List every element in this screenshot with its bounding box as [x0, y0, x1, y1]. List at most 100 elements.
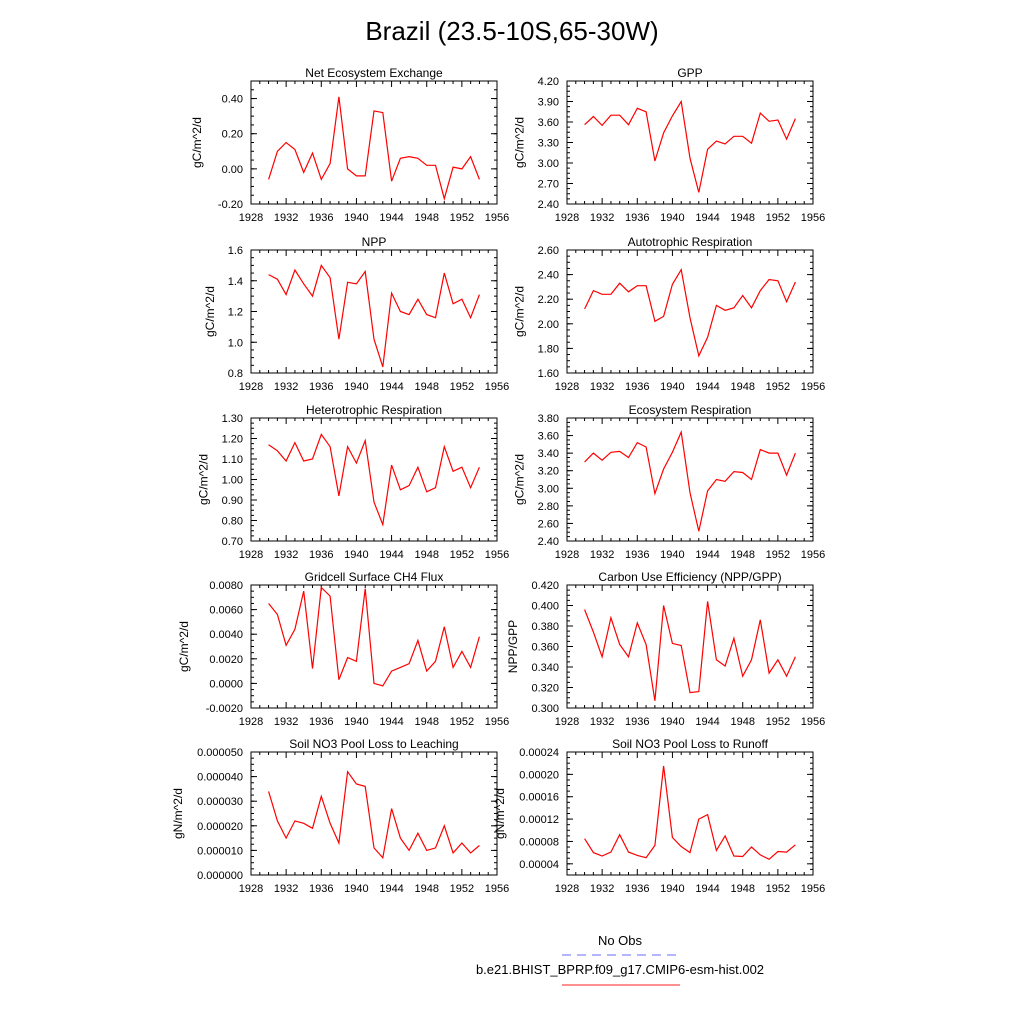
y-tick-label: 0.0040: [209, 629, 243, 641]
panel-title: Soil NO3 Pool Loss to Leaching: [289, 737, 458, 751]
y-tick-label: 1.4: [228, 276, 243, 288]
series-line: [584, 99, 796, 193]
x-tick-label: 1928: [555, 883, 579, 895]
x-tick-label: 1932: [590, 381, 614, 393]
x-tick-label: 1928: [239, 212, 263, 224]
x-tick-label: 1956: [485, 716, 509, 728]
series-line: [268, 264, 480, 368]
panel-title: Gridcell Surface CH4 Flux: [305, 570, 444, 584]
x-tick-label: 1928: [239, 549, 263, 561]
y-axis-label: gC/m^2/d: [203, 286, 217, 337]
y-tick-label: 1.6: [228, 245, 243, 257]
legend-label-obs: No Obs: [598, 933, 643, 948]
y-tick-label: 0.00020: [519, 769, 559, 781]
panel-8: Soil NO3 Pool Loss to Leaching 1928 1932 19…: [171, 737, 509, 895]
y-tick-label: 0.420: [531, 580, 559, 592]
x-tick-label: 1952: [766, 883, 790, 895]
y-tick-label: 0.00004: [519, 859, 559, 871]
x-tick-label: 1936: [309, 212, 333, 224]
x-tick-label: 1952: [450, 716, 474, 728]
x-tick-label: 1928: [555, 716, 579, 728]
y-tick-label: 2.80: [538, 501, 559, 513]
y-tick-label: 0.0080: [209, 580, 243, 592]
x-tick-label: 1948: [414, 549, 438, 561]
y-tick-label: 3.60: [538, 117, 559, 129]
y-tick-label: 0.40: [222, 94, 243, 106]
x-tick-label: 1940: [344, 716, 368, 728]
panel-title: Net Ecosystem Exchange: [305, 66, 443, 80]
y-tick-label: 0.0000: [209, 678, 243, 690]
y-tick-label: 0.0020: [209, 654, 243, 666]
x-tick-label: 1948: [730, 212, 754, 224]
y-tick-label: 0.400: [531, 601, 559, 613]
y-tick-label: 0.000040: [197, 772, 243, 784]
y-tick-label: 2.40: [538, 199, 559, 211]
y-tick-label: 0.20: [222, 129, 243, 141]
y-tick-label: 3.20: [538, 466, 559, 478]
y-tick-label: 3.30: [538, 138, 559, 150]
x-tick-label: 1932: [590, 212, 614, 224]
series-line: [584, 601, 796, 701]
x-tick-label: 1932: [274, 716, 298, 728]
x-tick-label: 1928: [239, 716, 263, 728]
x-tick-label: 1948: [730, 381, 754, 393]
legend-label-model: b.e21.BHIST_BPRP.f09_g17.CMIP6-esm-hist.…: [476, 962, 764, 977]
y-tick-label: 0.340: [531, 662, 559, 674]
x-tick-label: 1936: [625, 381, 649, 393]
plot-frame: [250, 80, 498, 205]
x-tick-label: 1944: [695, 716, 719, 728]
x-tick-label: 1932: [274, 883, 298, 895]
y-axis-label: gC/m^2/d: [512, 286, 526, 337]
y-tick-label: 1.80: [538, 343, 559, 355]
y-tick-label: 2.60: [538, 518, 559, 530]
x-tick-label: 1940: [344, 212, 368, 224]
x-tick-label: 1952: [766, 549, 790, 561]
x-tick-label: 1956: [485, 381, 509, 393]
series-line: [268, 770, 480, 860]
x-tick-label: 1952: [766, 212, 790, 224]
series-line: [584, 765, 796, 861]
x-tick-label: 1936: [309, 381, 333, 393]
y-tick-label: 1.10: [222, 454, 243, 466]
y-tick-label: 2.60: [538, 245, 559, 257]
y-tick-label: 2.70: [538, 179, 559, 191]
x-tick-label: 1932: [274, 381, 298, 393]
panel-3: Autotrophic Respiration 1928 1932 1936 1940 1…: [512, 235, 825, 393]
x-tick-label: 1928: [239, 381, 263, 393]
x-tick-label: 1936: [625, 549, 649, 561]
plot-frame: [566, 751, 814, 876]
x-tick-label: 1944: [379, 212, 403, 224]
panel-6: Gridcell Surface CH4 Flux 1928 1932 1936 194…: [177, 570, 509, 728]
y-tick-label: 4.20: [538, 76, 559, 88]
y-tick-label: 3.60: [538, 431, 559, 443]
x-tick-label: 1948: [730, 883, 754, 895]
series-line: [268, 433, 480, 527]
y-axis-label: gC/m^2/d: [190, 117, 204, 168]
y-tick-label: 0.00012: [519, 814, 559, 826]
y-tick-label: 0.0060: [209, 605, 243, 617]
y-axis-label: gC/m^2/d: [177, 621, 191, 672]
x-tick-label: 1932: [274, 549, 298, 561]
x-tick-label: 1940: [344, 381, 368, 393]
x-tick-label: 1944: [695, 549, 719, 561]
x-tick-label: 1940: [660, 549, 684, 561]
x-tick-label: 1932: [590, 716, 614, 728]
plot-frame: [566, 417, 814, 542]
x-tick-label: 1936: [625, 716, 649, 728]
y-axis-label: gN/m^2/d: [493, 788, 507, 839]
y-axis-label: gN/m^2/d: [171, 788, 185, 839]
x-tick-label: 1944: [379, 381, 403, 393]
x-tick-label: 1944: [695, 381, 719, 393]
x-tick-label: 1948: [414, 212, 438, 224]
y-tick-label: 0.000020: [197, 821, 243, 833]
x-tick-label: 1956: [801, 716, 825, 728]
x-tick-label: 1928: [555, 212, 579, 224]
y-tick-label: -0.20: [218, 199, 243, 211]
x-tick-label: 1952: [450, 883, 474, 895]
y-axis-label: gC/m^2/d: [196, 454, 210, 505]
panel-title: Carbon Use Efficiency (NPP/GPP): [598, 570, 781, 584]
y-tick-label: 0.00024: [519, 747, 559, 759]
y-tick-label: 1.2: [228, 307, 243, 319]
x-tick-label: 1948: [414, 883, 438, 895]
y-tick-label: 0.8: [228, 368, 243, 380]
